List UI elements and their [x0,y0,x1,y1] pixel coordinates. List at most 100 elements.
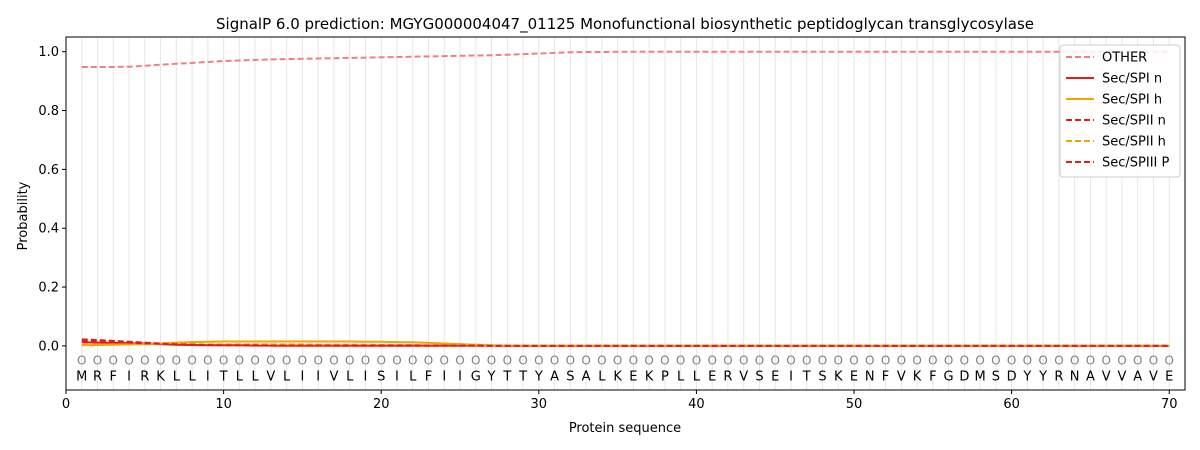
region-label: O [109,354,118,368]
region-label: O [897,354,906,368]
region-label: O [597,354,606,368]
region-label: O [786,354,795,368]
region-label: O [266,354,275,368]
x-axis-label: Protein sequence [569,421,681,436]
region-label: O [424,354,433,368]
y-tick-label: 0.6 [38,163,59,178]
region-label: O [802,354,811,368]
region-label: O [1101,354,1110,368]
sequence-letter: F [425,369,432,384]
region-label: O [93,354,102,368]
sequence-letter: T [802,369,811,384]
sequence-letter: V [1118,369,1127,384]
region-label: O [361,354,370,368]
region-label: O [455,354,464,368]
region-label: O [1023,354,1032,368]
sequence-letter: I [789,369,793,384]
region-label: O [613,354,622,368]
region-label: O [834,354,843,368]
region-label: O [755,354,764,368]
sequence-letter: A [1133,369,1142,384]
series-line-other [81,50,1170,68]
region-label: O [313,354,322,368]
region-label: O [376,354,385,368]
sequence-letter: E [708,369,716,384]
region-label: O [140,354,149,368]
sequence-letter: V [329,369,338,384]
region-label: O [187,354,196,368]
legend-label: Sec/SPI n [1102,72,1162,87]
region-label: O [77,354,86,368]
legend-label: Sec/SPI h [1102,93,1162,108]
sequence-letter: V [897,369,906,384]
sequence-letter: Y [1022,369,1031,384]
region-label: O [1086,354,1095,368]
axes-frame [65,36,1186,391]
legend: OTHER Sec/SPI n Sec/SPI h Sec/SPII n Sec/SPI… [1059,44,1181,178]
sequence-letter: R [140,369,149,384]
plot-area [66,37,1185,390]
region-label: O [250,354,259,368]
sequence-letter: I [442,369,446,384]
sequence-letter: Y [1038,369,1047,384]
sequence-letter: G [944,369,954,384]
sequence-letter: R [723,369,732,384]
region-label: O [503,354,512,368]
sequence-letter: I [127,369,131,384]
region-label: O [329,354,338,368]
region-label: O [849,354,858,368]
sequence-letter: E [771,369,779,384]
sequence-letter: F [882,369,889,384]
series-lines [81,50,1170,347]
y-tick-label: 0.2 [38,281,59,296]
sequence-letter: N [865,369,875,384]
sequence-letter: L [236,369,244,384]
region-label: O [991,354,1000,368]
region-label: O [392,354,401,368]
x-tick-label: 50 [846,397,863,412]
region-label: O [487,354,496,368]
sequence-letter: L [409,369,417,384]
sequence-letter: L [598,369,606,384]
region-label: O [707,354,716,368]
legend-label: Sec/SPII n [1102,114,1166,129]
sequence-letter: N [1070,369,1080,384]
sequence-letter: D [959,369,969,384]
sequence-letter: K [645,369,654,384]
sequence-letter: L [693,369,701,384]
sequence-letter: Y [534,369,543,384]
sequence-letter: T [502,369,511,384]
region-label: O [282,354,291,368]
region-label: O [1165,354,1174,368]
region-label: O [644,354,653,368]
sequence-letter: A [1086,369,1095,384]
x-tick-label: 60 [1003,397,1020,412]
sequence-letter: G [471,369,481,384]
axes: 0 10 20 30 40 50 60 70 0.0 0.2 0.4 0.6 0.8 1.0 [38,36,1186,412]
legend-label: OTHER [1102,51,1147,66]
region-label: O [471,354,480,368]
region-label: O [1054,354,1063,368]
sequence-letter: D [1007,369,1017,384]
sequence-letter: A [582,369,591,384]
sequence-letter: S [992,369,1000,384]
region-label: O [298,354,307,368]
region-label: O [944,354,953,368]
region-label: O [566,354,575,368]
region-label: O [1133,354,1142,368]
sequence-letter: I [364,369,368,384]
x-tick-label: 40 [688,397,705,412]
region-label: O [818,354,827,368]
region-label: O [219,354,228,368]
region-label: O [518,354,527,368]
sequence-letter: I [395,369,399,384]
region-label: O [723,354,732,368]
sequence-letter: T [219,369,228,384]
sequence-letter: L [252,369,260,384]
region-label: O [581,354,590,368]
sequence-letter: K [834,369,843,384]
sequence-letter: L [188,369,196,384]
region-label: O [1117,354,1126,368]
region-label: O [172,354,181,368]
